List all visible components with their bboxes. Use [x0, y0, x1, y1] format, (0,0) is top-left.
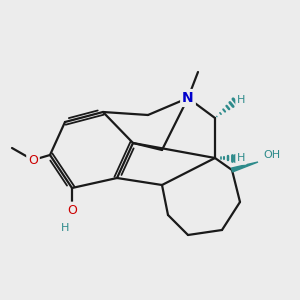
Polygon shape: [231, 162, 258, 172]
Text: N: N: [182, 91, 194, 105]
Text: H: H: [61, 223, 69, 233]
Text: O: O: [28, 154, 38, 166]
Text: O: O: [67, 203, 77, 217]
Text: OH: OH: [263, 150, 280, 160]
Text: H: H: [237, 153, 245, 163]
Text: H: H: [237, 95, 245, 105]
